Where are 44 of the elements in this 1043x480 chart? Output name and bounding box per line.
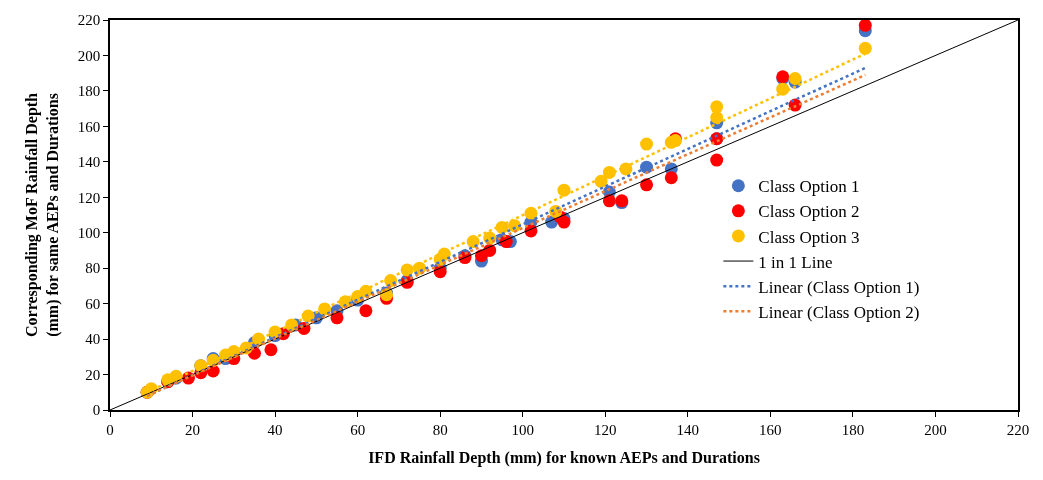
point [557, 183, 571, 197]
point [640, 137, 654, 151]
point [359, 304, 373, 318]
y-axis-title: Corresponding MoF Rainfall Depth (mm) for same AEPs and Durations [23, 92, 63, 338]
y-tick-label: 180 [77, 83, 101, 100]
point [710, 153, 724, 167]
x-tick-label: 180 [841, 421, 865, 438]
y-tick-label: 60 [85, 295, 101, 312]
legend-label: Class Option 1 [758, 177, 860, 197]
x-tick-label: 60 [350, 421, 366, 438]
y-tick-label: 40 [85, 331, 101, 348]
point [788, 72, 802, 85]
x-tick-label: 140 [676, 421, 700, 438]
y-tick-label: 140 [77, 154, 101, 171]
x-tick-label: 40 [267, 421, 283, 438]
x-tick-label: 20 [185, 421, 201, 438]
y-tick-label: 100 [77, 224, 101, 241]
point [264, 343, 278, 357]
x-tick-label: 220 [1006, 421, 1030, 438]
x-tick-label: 0 [106, 421, 114, 438]
legend-label: Linear (Class Option 1) [758, 277, 920, 297]
y-tick-label: 120 [77, 189, 101, 206]
x-axis-title: IFD Rainfall Depth (mm) for known AEPs and Durations [368, 448, 760, 467]
y-tick-label: 160 [77, 118, 101, 135]
point [664, 171, 678, 185]
legend-label: 1 in 1 Line [758, 252, 833, 272]
legend-label: Class Option 3 [758, 227, 860, 247]
x-tick-label: 160 [759, 421, 782, 438]
y-tick-label: 220 [77, 12, 101, 29]
x-tick-label: 200 [924, 421, 947, 438]
y-tick-label: 80 [85, 260, 101, 277]
x-tick-label: 80 [432, 421, 448, 438]
point [710, 100, 724, 114]
point [858, 41, 872, 55]
x-tick-label: 100 [511, 421, 534, 438]
legend-label: Class Option 2 [758, 202, 860, 222]
legend-label: Linear (Class Option 2) [758, 302, 920, 322]
x-tick-label: 120 [594, 421, 617, 438]
point [640, 178, 654, 192]
point [602, 194, 616, 208]
y-tick-label: 0 [92, 402, 101, 419]
y-tick-label: 200 [77, 47, 101, 64]
point [858, 20, 872, 32]
y-tick-label: 20 [85, 366, 101, 383]
